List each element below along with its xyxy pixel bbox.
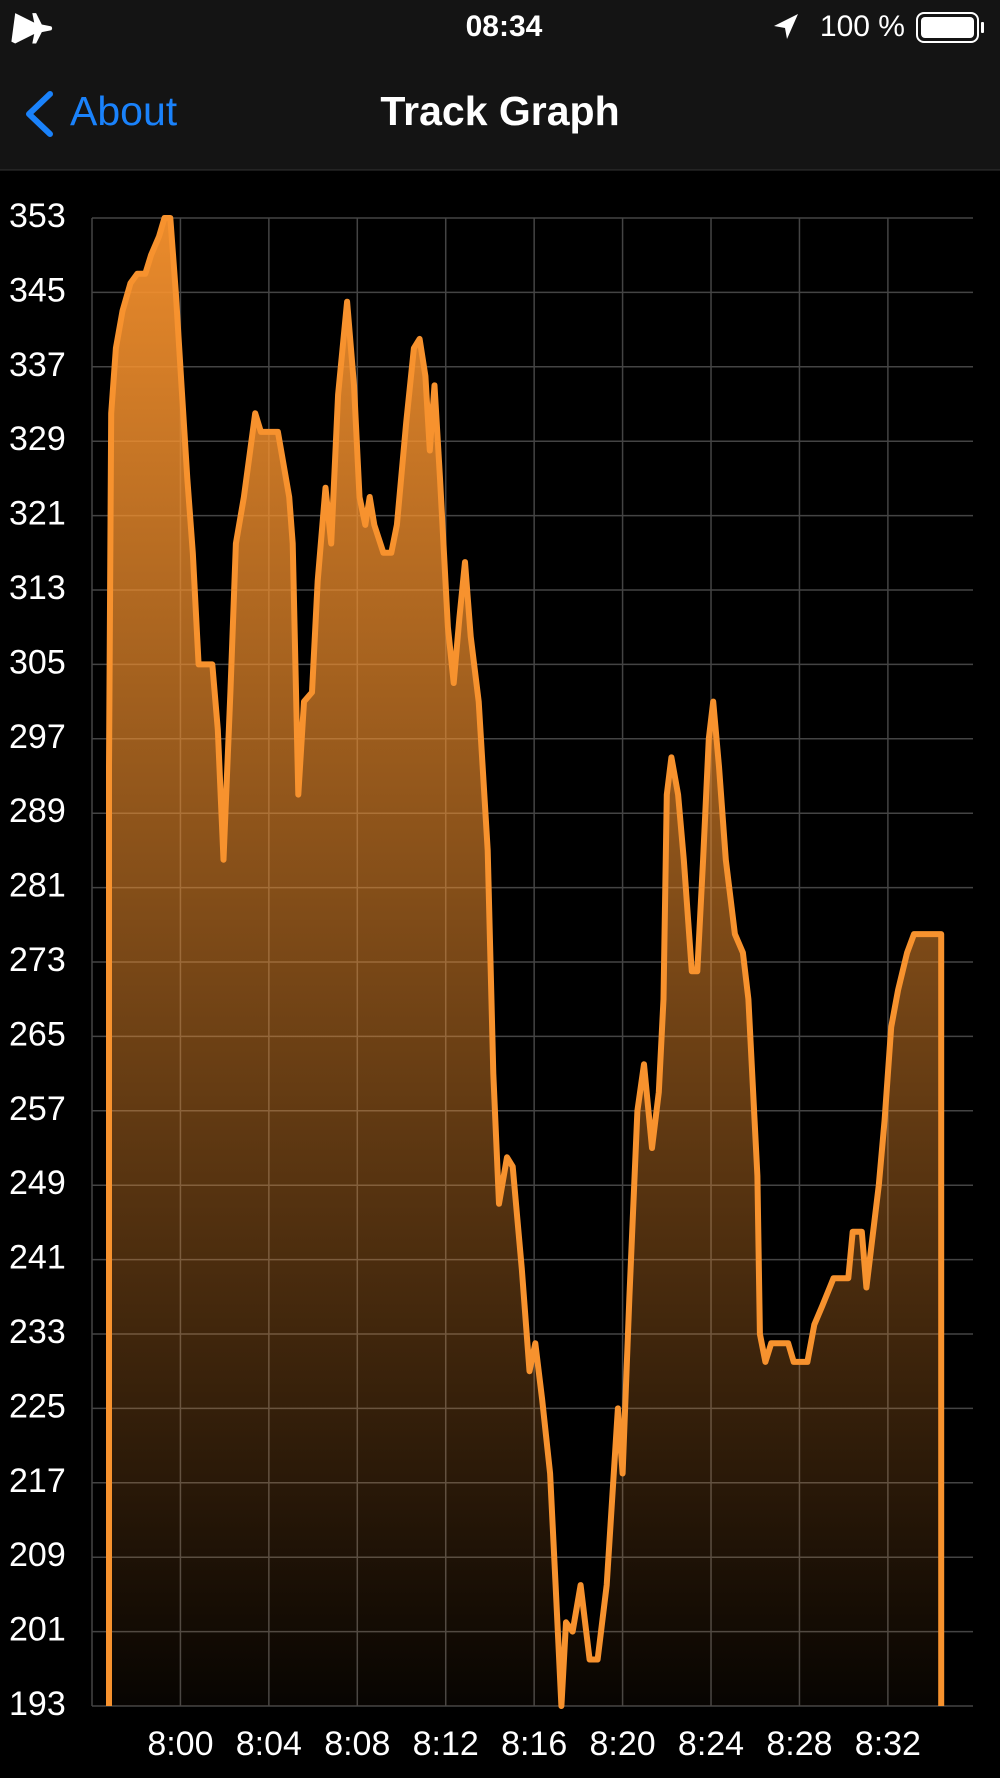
battery-tip — [981, 22, 984, 33]
y-tick-label: 241 — [9, 1239, 66, 1277]
y-tick-label: 193 — [9, 1685, 66, 1723]
x-tick-label: 8:24 — [678, 1725, 744, 1763]
y-tick-label: 257 — [9, 1090, 66, 1128]
back-button[interactable]: About — [70, 88, 178, 134]
y-tick-label: 225 — [9, 1387, 66, 1425]
y-tick-label: 233 — [9, 1313, 66, 1351]
line — [106, 215, 945, 1709]
y-tick-label: 249 — [9, 1164, 66, 1202]
y-tick-label: 345 — [9, 271, 66, 309]
battery-outline — [916, 12, 979, 43]
location-icon — [774, 14, 798, 39]
y-tick-label: 217 — [9, 1462, 66, 1500]
y-tick-label: 313 — [9, 569, 66, 607]
x-tick-label: 8:00 — [147, 1725, 213, 1763]
battery-level — [921, 17, 974, 38]
nav-title: Track Graph — [380, 88, 619, 134]
y-tick-label: 265 — [9, 1015, 66, 1053]
y-tick-label: 273 — [9, 941, 66, 979]
airplane-icon — [11, 13, 53, 44]
y-tick-label: 321 — [9, 495, 66, 533]
y-tick-label: 305 — [9, 643, 66, 681]
y-tick-label: 281 — [9, 867, 66, 905]
battery-percent: 100 % — [820, 10, 905, 43]
nav-background — [0, 0, 1000, 170]
y-tick-label: 209 — [9, 1536, 66, 1574]
x-tick-label: 8:04 — [236, 1725, 302, 1763]
y-tick-label: 353 — [9, 197, 66, 235]
x-tick-label: 8:16 — [501, 1725, 567, 1763]
x-tick-label: 8:20 — [589, 1725, 655, 1763]
x-tick-label: 8:12 — [413, 1725, 479, 1763]
y-tick-label: 329 — [9, 420, 66, 458]
x-tick-label: 8:32 — [855, 1725, 921, 1763]
y-tick-label: 297 — [9, 718, 66, 756]
y-tick-label: 201 — [9, 1611, 66, 1649]
x-tick-label: 8:28 — [766, 1725, 832, 1763]
y-tick-label: 289 — [9, 792, 66, 830]
back-chevron[interactable] — [26, 91, 53, 137]
status-time: 08:34 — [466, 10, 543, 43]
line-area — [109, 218, 942, 1706]
x-tick-label: 8:08 — [324, 1725, 390, 1763]
y-tick-label: 337 — [9, 346, 66, 384]
